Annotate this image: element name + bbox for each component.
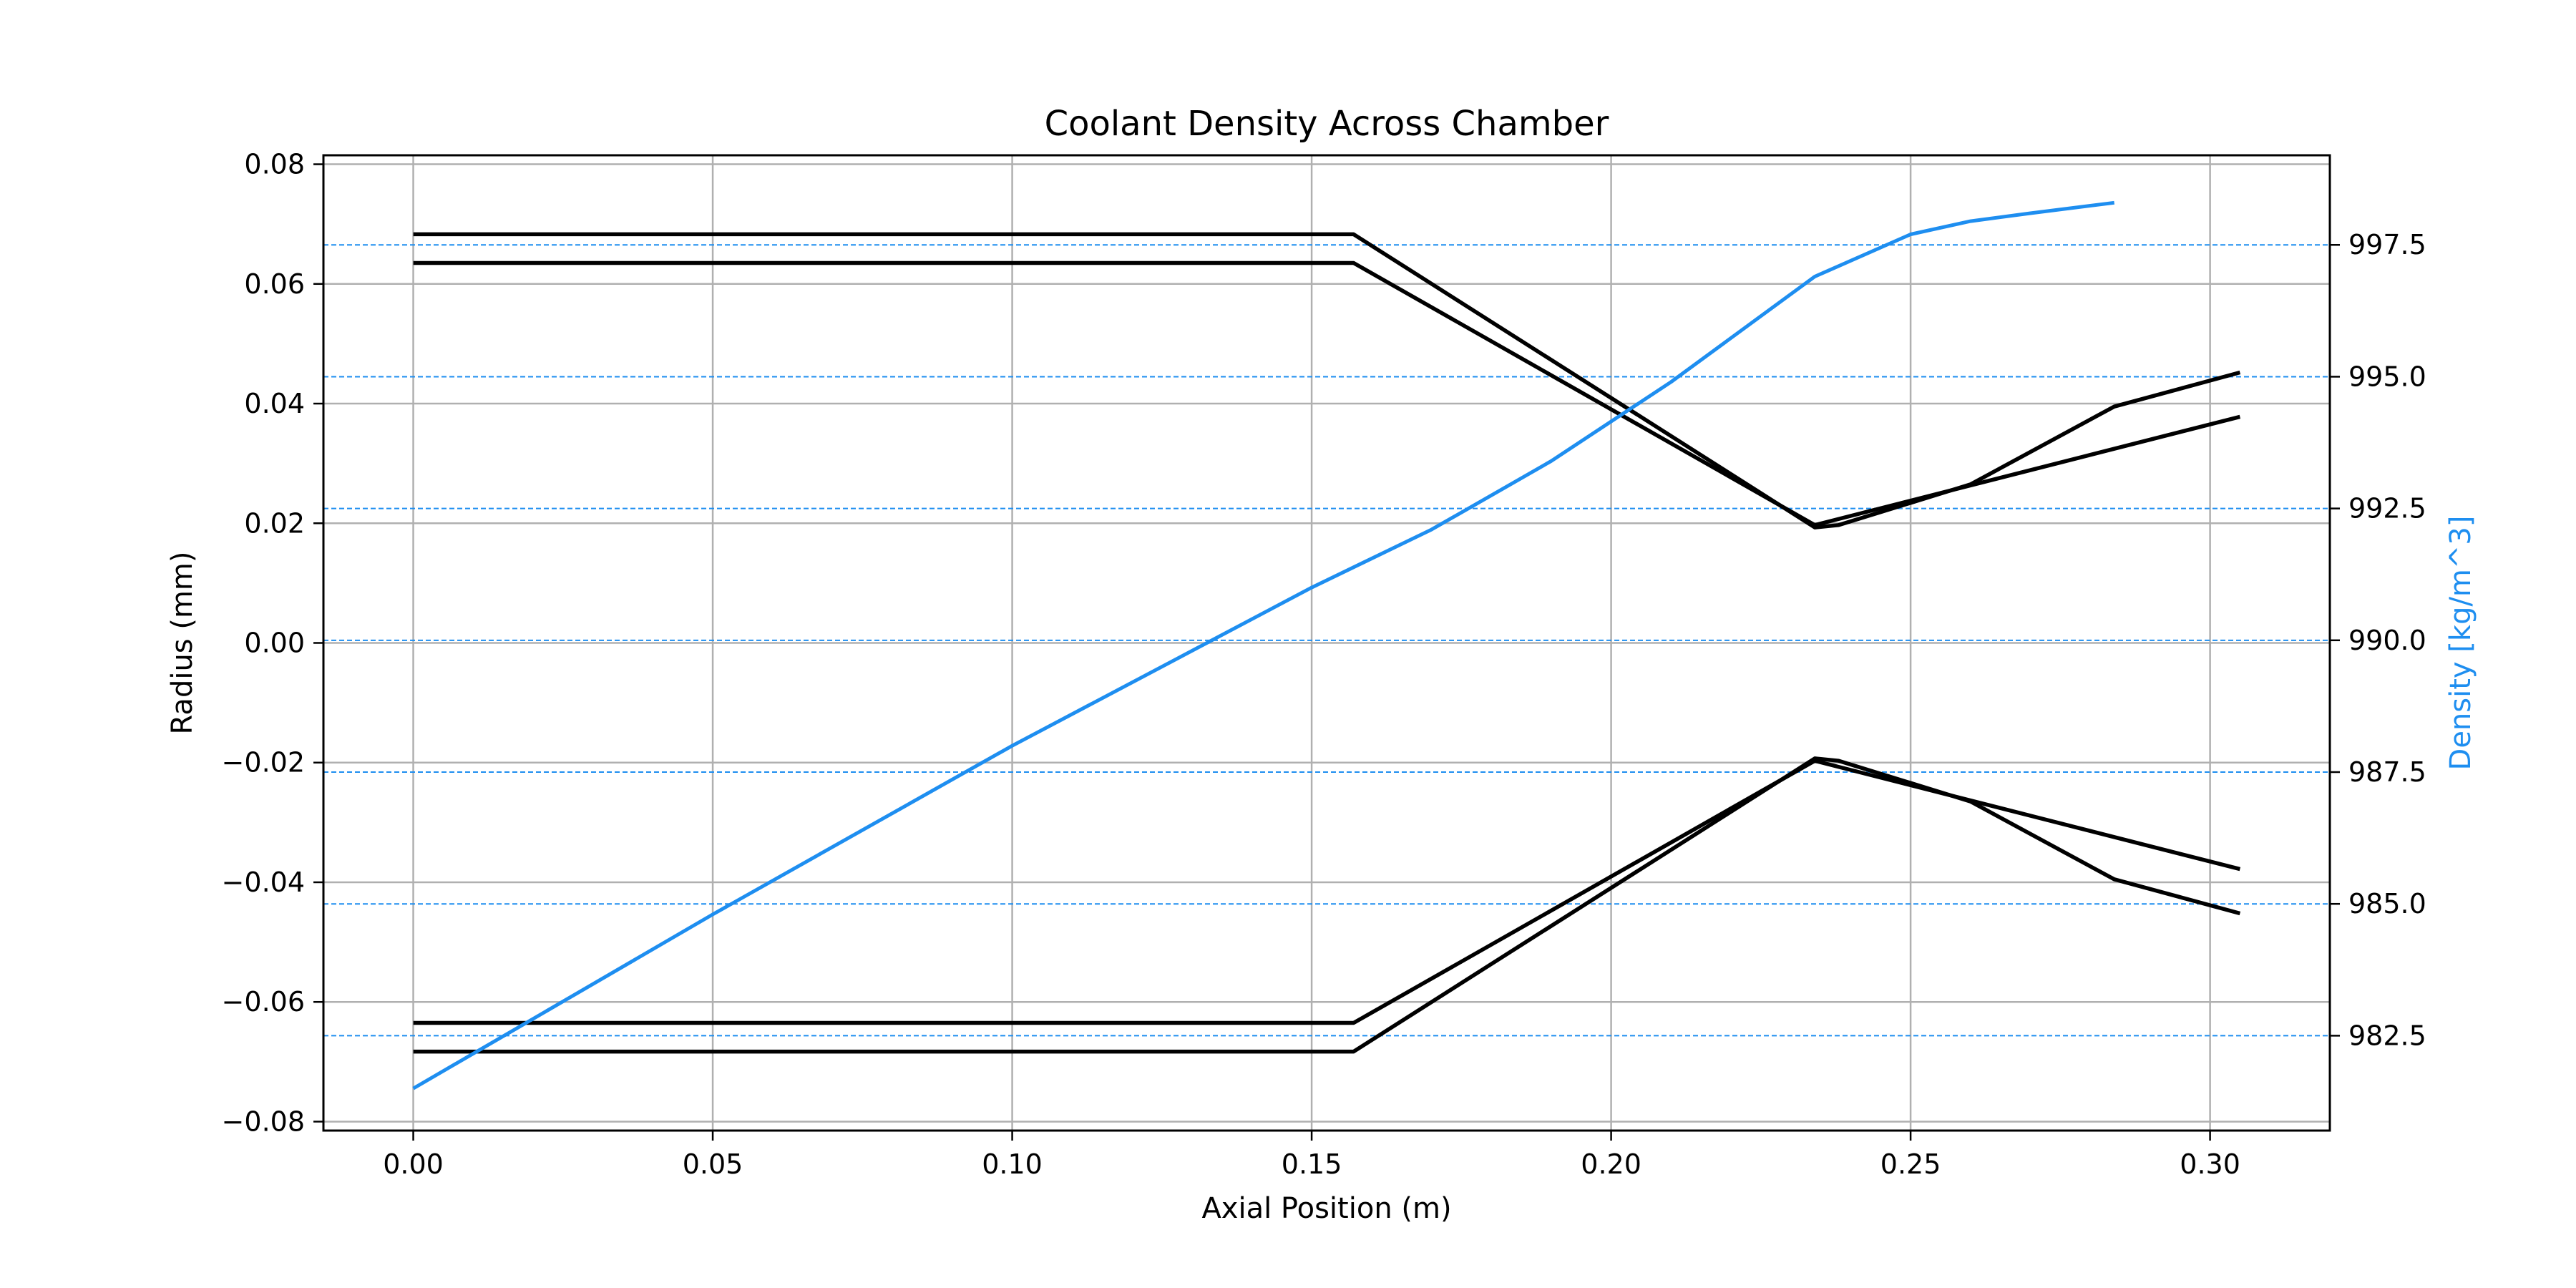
- density-tick-label: 992.5: [2348, 493, 2426, 525]
- y-tick-label: −0.04: [222, 867, 305, 898]
- x-axis-ticks: 0.00 0.05 0.10 0.15 0.20 0.25 0.30: [383, 1131, 2240, 1180]
- density-tick-label: 997.5: [2348, 229, 2426, 260]
- density-axis-ticks: 982.5 985.0 987.5 990.0 992.5 995.0 997.5: [2330, 229, 2426, 1051]
- series-layer: [412, 200, 2241, 1091]
- x-tick-label: 0.30: [2180, 1148, 2240, 1180]
- contour-line: [413, 260, 2241, 527]
- x-tick-label: 0.25: [1880, 1148, 1941, 1180]
- x-axis-label: Axial Position (m): [1201, 1192, 1451, 1225]
- x-tick-label: 0.15: [1282, 1148, 1342, 1180]
- density-tick-label: 995.0: [2348, 361, 2426, 392]
- x-tick-label: 0.00: [383, 1148, 444, 1180]
- contour-line: [413, 756, 2241, 1054]
- contour-line: [413, 232, 2241, 530]
- y-tick-label: 0.08: [244, 149, 305, 180]
- density-axis-label: Density [kg/m^3]: [2444, 516, 2477, 771]
- density-grid: [323, 244, 2330, 1037]
- density-tick-label: 985.0: [2348, 888, 2426, 919]
- contour-line: [413, 758, 2241, 1025]
- chart-title: Coolant Density Across Chamber: [1045, 104, 1609, 144]
- y-tick-label: 0.00: [244, 628, 305, 659]
- y-axis-label: Radius (mm): [166, 552, 199, 735]
- y-axis-ticks: −0.08 −0.06 −0.04 −0.02 0.00 0.02 0.04 0.06 0.08: [222, 149, 323, 1137]
- y-tick-label: 0.06: [244, 268, 305, 300]
- density-tick-label: 990.0: [2348, 625, 2426, 656]
- grid: [323, 155, 2330, 1131]
- y-tick-label: 0.04: [244, 388, 305, 419]
- y-tick-label: 0.02: [244, 507, 305, 539]
- x-tick-label: 0.10: [982, 1148, 1043, 1180]
- y-tick-label: −0.08: [222, 1106, 305, 1137]
- y-tick-label: −0.02: [222, 747, 305, 779]
- x-tick-label: 0.20: [1581, 1148, 1641, 1180]
- y-tick-label: −0.06: [222, 986, 305, 1018]
- density-line: [412, 200, 2115, 1091]
- x-tick-label: 0.05: [683, 1148, 743, 1180]
- density-tick-label: 987.5: [2348, 756, 2426, 788]
- density-tick-label: 982.5: [2348, 1020, 2426, 1051]
